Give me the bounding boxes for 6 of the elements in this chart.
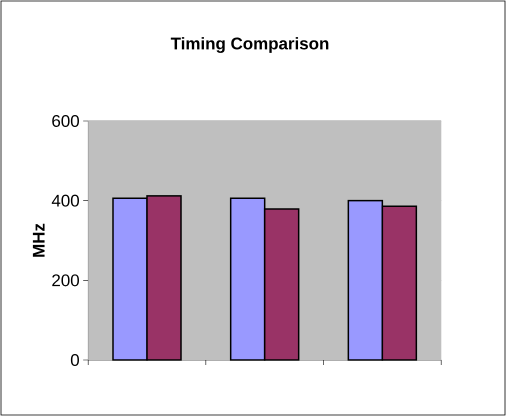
chart-title: Timing Comparison — [170, 37, 328, 53]
y-tick-label: 200 — [52, 274, 79, 286]
y-tick-label: 0 — [70, 354, 79, 366]
y-tick-label: 400 — [52, 194, 79, 207]
y-tick-label: 600 — [52, 115, 79, 127]
y-axis-title: MHz — [32, 224, 45, 257]
